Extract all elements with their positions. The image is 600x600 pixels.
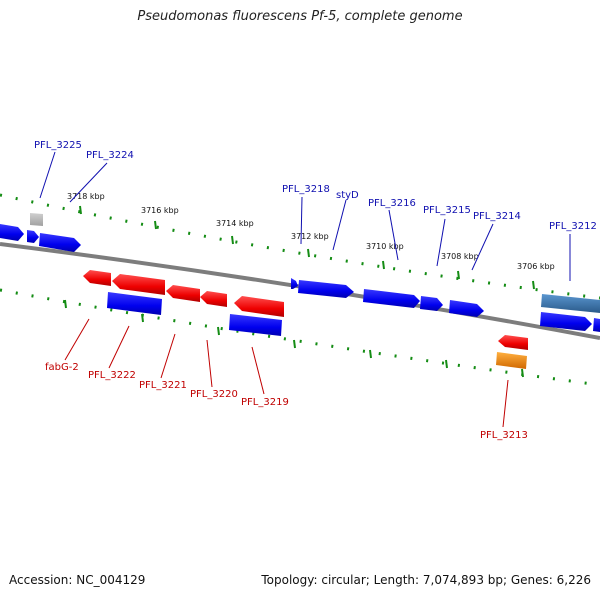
forward-strand-genes (0, 213, 600, 317)
inner-forward-genes (107, 292, 600, 369)
reverse-gene (200, 291, 227, 307)
forward-gene (363, 289, 420, 308)
accession-text: Accession: NC_004129 (9, 573, 146, 587)
gene-label: PFL_3221 (139, 380, 187, 391)
upper-tick-ring (0, 193, 600, 300)
map-title: Pseudomonas fluorescens Pf-5, complete g… (137, 9, 463, 24)
gene-label: PFL_3219 (241, 397, 289, 408)
gene-label: PFL_3215 (423, 205, 471, 216)
forward-gene (593, 318, 600, 332)
trna-gene (30, 213, 43, 226)
forward-gene (420, 296, 443, 311)
gene-label: PFL_3225 (34, 140, 82, 151)
lower-gene-labels: fabG-2 PFL_3222 PFL_3221 PFL_3220 PFL_32… (45, 362, 528, 441)
gene-label: PFL_3213 (480, 430, 528, 441)
gene-label: PFL_3220 (190, 389, 238, 400)
rrna-gene (496, 352, 527, 369)
gene-label: PFL_3216 (368, 198, 416, 209)
gene-label: PFL_3214 (473, 211, 521, 222)
forward-gene (540, 312, 592, 331)
reverse-gene (166, 285, 200, 302)
scale-label: 3718 kbp (67, 192, 105, 201)
gene-label: PFL_3222 (88, 370, 136, 381)
gene-label: PFL_3212 (549, 221, 597, 232)
scale-label: 3708 kbp (441, 252, 479, 261)
lower-label-connectors (64, 318, 509, 428)
gene-label: styD (336, 190, 359, 201)
forward-gene (39, 233, 81, 252)
scale-label: 3706 kbp (517, 262, 555, 271)
reverse-gene (234, 296, 284, 317)
forward-gene (229, 314, 282, 336)
scale-label: 3710 kbp (366, 242, 404, 251)
scale-label: 3714 kbp (216, 219, 254, 228)
upper-gene-labels: PFL_3225 PFL_3224 PFL_3218 styD PFL_3216… (34, 140, 597, 232)
gene-label: PFL_3218 (282, 184, 330, 195)
forward-gene (107, 292, 162, 315)
forward-gene (449, 300, 484, 317)
gene-label: fabG-2 (45, 362, 79, 373)
forward-gene (298, 280, 354, 298)
gene-label: PFL_3224 (86, 150, 134, 161)
reverse-gene (112, 274, 165, 295)
forward-gene (0, 224, 24, 241)
scale-label: 3716 kbp (141, 206, 179, 215)
lower-tick-ring (0, 288, 600, 387)
reverse-strand-genes (83, 270, 528, 350)
forward-gene (291, 278, 298, 289)
reverse-gene (498, 335, 528, 350)
upper-label-connectors (39, 151, 571, 281)
steel-blue-gene (541, 294, 600, 313)
forward-gene (27, 230, 39, 243)
scale-labels: 3718 kbp 3716 kbp 3714 kbp 3712 kbp 3710… (67, 192, 555, 271)
scale-label: 3712 kbp (291, 232, 329, 241)
topology-text: Topology: circular; Length: 7,074,893 bp… (261, 573, 591, 587)
reverse-gene (83, 270, 111, 286)
